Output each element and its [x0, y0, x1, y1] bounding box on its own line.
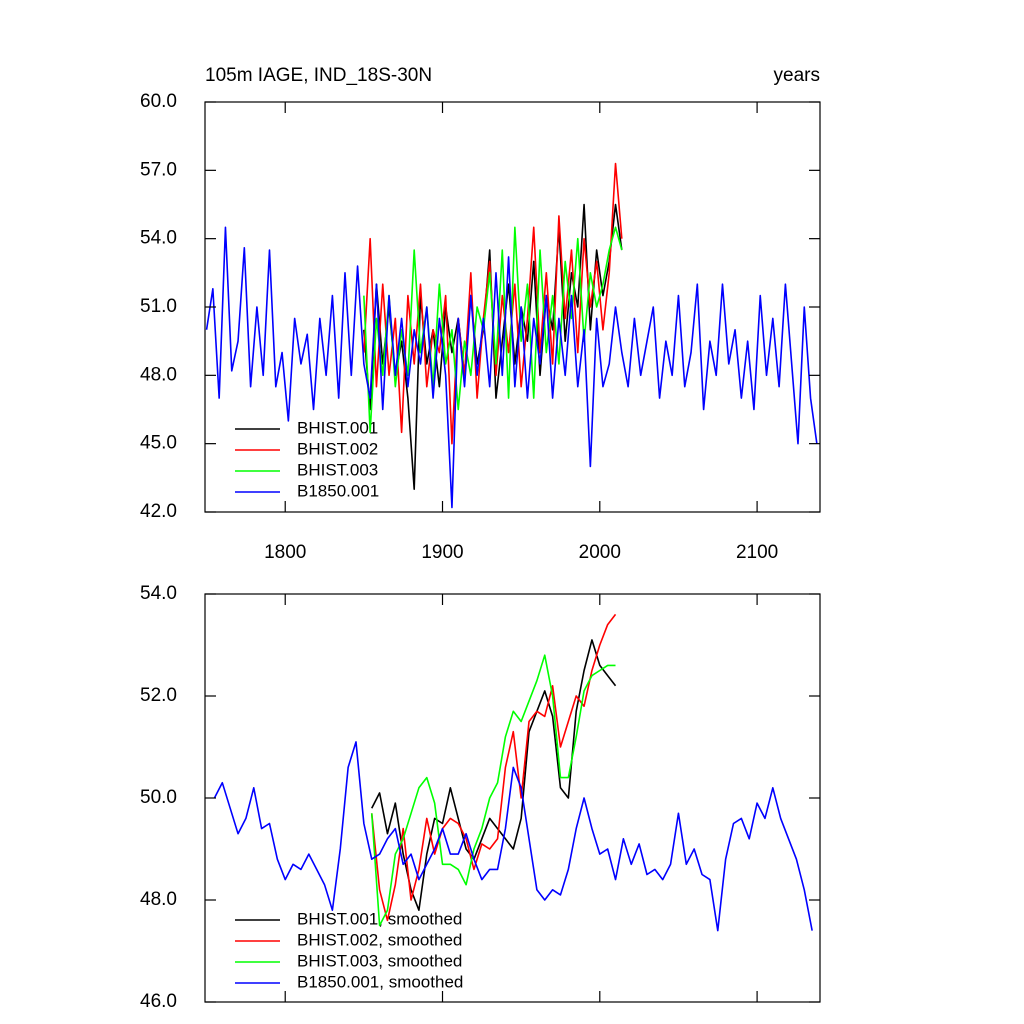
series-line: [205, 226, 818, 509]
y-tick-label: 48.0: [140, 364, 177, 385]
y-tick-label: 52.0: [140, 685, 177, 706]
x-tick-label: 1800: [264, 542, 306, 563]
y-tick-label: 46.0: [140, 991, 177, 1012]
y-tick-label: 57.0: [140, 159, 177, 180]
legend-label: B1850.001, smoothed: [297, 972, 463, 991]
chart-title: 105m IAGE, IND_18S-30N: [205, 65, 432, 86]
y-tick-label: 54.0: [140, 228, 177, 249]
legend-label: B1850.001: [297, 481, 379, 500]
x-tick-label: 2000: [579, 542, 621, 563]
legend-label: BHIST.003: [297, 460, 378, 479]
legend-label: BHIST.002: [297, 439, 378, 458]
series-line: [363, 162, 623, 445]
legend-label: BHIST.002, smoothed: [297, 930, 462, 949]
legend-label: BHIST.003, smoothed: [297, 951, 462, 970]
units-label: years: [774, 65, 820, 86]
legend-label: BHIST.001: [297, 418, 378, 437]
y-tick-label: 54.0: [140, 583, 177, 604]
x-tick-label: 1900: [421, 542, 463, 563]
y-tick-label: 42.0: [140, 501, 177, 522]
y-tick-label: 48.0: [140, 889, 177, 910]
y-tick-label: 60.0: [140, 91, 177, 112]
x-tick-label: 2100: [736, 542, 778, 563]
series-line: [370, 654, 616, 927]
y-tick-label: 51.0: [140, 296, 177, 317]
series-line: [213, 741, 813, 932]
y-tick-label: 45.0: [140, 433, 177, 454]
series-line: [370, 613, 617, 922]
y-tick-label: 50.0: [140, 787, 177, 808]
